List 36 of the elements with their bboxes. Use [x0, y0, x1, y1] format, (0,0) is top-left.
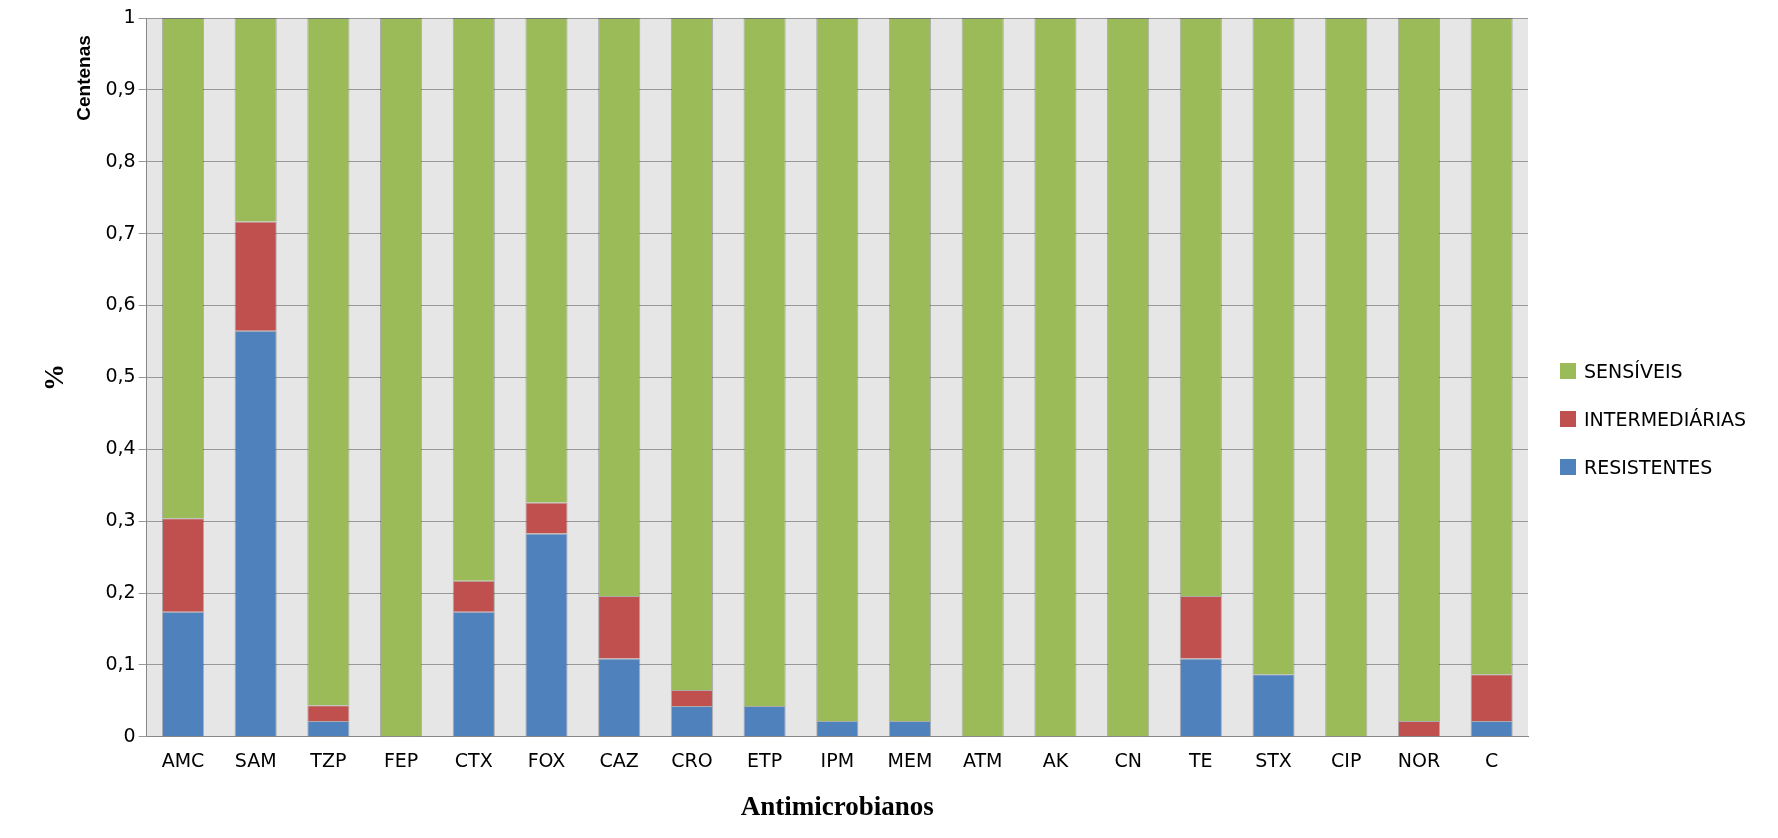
y-tick-label: 0,1	[105, 651, 136, 674]
y-tick-label: 1	[123, 4, 136, 27]
x-tick-label: CIP	[1331, 749, 1362, 772]
y-tick-label: 0,5	[105, 364, 136, 387]
legend-label: INTERMEDIÁRIAS	[1584, 408, 1747, 430]
x-tick-label: STX	[1255, 749, 1292, 772]
y-tick-label: 0,8	[105, 148, 136, 171]
y-tick-label: 0,3	[105, 508, 136, 531]
x-tick-label: FEP	[383, 749, 419, 772]
legend-label: SENSÍVEIS	[1584, 360, 1683, 382]
x-tick-label: ETP	[747, 749, 783, 772]
x-tick-label: FOX	[527, 749, 566, 772]
x-tick-label: CN	[1114, 749, 1142, 772]
y-axis-title: %	[39, 363, 70, 391]
x-tick-label: SAM	[234, 749, 277, 772]
x-tick-label: IPM	[820, 749, 855, 772]
y-tick-label: 0	[123, 723, 136, 746]
text: Centenas	[72, 35, 94, 121]
x-tick-label: CAZ	[599, 749, 639, 772]
y-tick-label: 0,6	[105, 292, 136, 315]
x-tick-label: CTX	[454, 749, 493, 772]
x-tick-label: AK	[1042, 749, 1069, 772]
x-tick-label: C	[1485, 749, 1499, 772]
x-tick-label: ATM	[962, 749, 1003, 772]
x-tick-label: AMC	[161, 749, 205, 772]
y-tick-label: 0,7	[105, 220, 136, 243]
x-tick-label: TZP	[309, 749, 347, 772]
x-tick-label: TE	[1188, 749, 1213, 772]
x-tick-label: CRO	[671, 749, 713, 772]
x-axis-title: Antimicrobianos	[740, 790, 934, 821]
y-tick-label: 0,9	[105, 76, 136, 99]
legend-label: RESISTENTES	[1584, 456, 1713, 478]
x-tick-label: NOR	[1397, 749, 1441, 772]
x-tick-label: MEM	[887, 749, 933, 772]
y-tick-label: 0,4	[105, 436, 136, 459]
y-tick-label: 0,2	[105, 579, 136, 602]
